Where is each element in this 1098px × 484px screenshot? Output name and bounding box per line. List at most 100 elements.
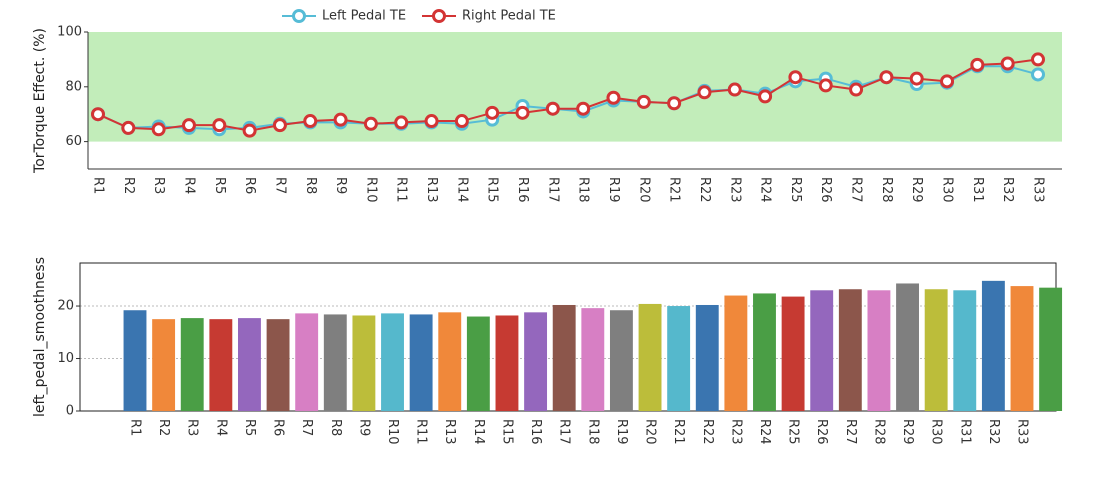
x-tick-label: R14 <box>454 177 469 203</box>
x-tick-label: R10 <box>363 177 378 203</box>
bar <box>753 293 776 411</box>
x-tick-label: R17 <box>557 419 572 445</box>
x-tick-label: R30 <box>929 419 944 445</box>
bar <box>953 290 977 411</box>
x-tick-label: R11 <box>414 419 429 445</box>
x-tick-label: R6 <box>271 419 286 436</box>
x-tick-label: R31 <box>957 419 972 445</box>
x-tick-label: R9 <box>356 419 371 436</box>
x-tick-label: R23 <box>728 419 743 445</box>
bar <box>524 312 548 411</box>
x-tick-label: R22 <box>697 177 712 203</box>
y-tick-label: 100 <box>57 25 82 40</box>
marker <box>727 82 742 97</box>
bar <box>1010 286 1034 411</box>
x-tick-label: R23 <box>727 177 742 203</box>
marker <box>849 82 864 97</box>
bar <box>552 304 576 411</box>
marker <box>272 118 287 133</box>
x-tick-label: R7 <box>299 419 314 436</box>
x-tick-label: R5 <box>242 419 257 436</box>
bar <box>238 318 261 411</box>
bar <box>810 290 834 411</box>
marker <box>576 101 591 116</box>
marker <box>181 118 196 133</box>
x-tick-label: R15 <box>485 177 500 203</box>
bar <box>667 306 691 411</box>
x-tick-label: R17 <box>545 177 560 203</box>
marker <box>545 101 560 116</box>
marker <box>1000 56 1015 71</box>
x-tick-label: R3 <box>151 177 166 194</box>
bar <box>638 303 662 411</box>
x-tick-label: R4 <box>213 419 228 436</box>
bar <box>123 310 147 411</box>
x-tick-label: R7 <box>272 177 287 194</box>
x-tick-label: R19 <box>606 177 621 203</box>
marker <box>940 74 955 89</box>
x-tick-label: R13 <box>442 419 457 445</box>
x-tick-label: R9 <box>333 177 348 194</box>
bar <box>381 313 404 411</box>
y-axis-label: left_pedal_smoothness <box>32 257 48 417</box>
bar <box>695 304 719 411</box>
x-tick-label: R30 <box>940 177 955 203</box>
marker <box>515 105 530 120</box>
x-tick-label: R19 <box>614 419 629 445</box>
x-tick-label: R2 <box>156 419 171 436</box>
bar <box>724 295 748 411</box>
x-tick-label: R10 <box>385 419 400 445</box>
marker <box>363 116 378 131</box>
bar <box>495 315 519 411</box>
x-tick-label: R32 <box>1000 177 1015 203</box>
legend-marker <box>292 9 306 23</box>
x-tick-label: R2 <box>121 177 136 194</box>
x-tick-label: R32 <box>986 419 1001 445</box>
x-tick-label: R20 <box>636 177 651 203</box>
marker <box>970 57 985 72</box>
marker <box>242 123 257 138</box>
x-tick-label: R16 <box>528 419 543 445</box>
x-tick-label: R18 <box>576 177 591 203</box>
bar <box>209 319 233 411</box>
x-tick-label: R28 <box>879 177 894 203</box>
y-tick-label: 20 <box>57 299 74 314</box>
x-tick-label: R29 <box>909 177 924 203</box>
x-tick-label: R26 <box>814 419 829 445</box>
x-tick-label: R31 <box>970 177 985 203</box>
y-tick-label: 10 <box>57 351 74 366</box>
x-tick-label: R29 <box>900 419 915 445</box>
y-tick-label: 0 <box>66 404 74 419</box>
bar <box>352 315 376 411</box>
marker <box>333 112 348 127</box>
bar <box>409 314 433 411</box>
bar <box>180 318 204 411</box>
x-tick-label: R24 <box>758 177 773 203</box>
x-tick-label: R20 <box>643 419 658 445</box>
marker <box>879 70 894 85</box>
x-tick-label: R4 <box>181 177 196 194</box>
x-tick-label: R33 <box>1015 419 1030 445</box>
marker <box>1031 52 1045 67</box>
x-tick-label: R5 <box>212 177 227 194</box>
marker <box>121 120 136 135</box>
bar <box>781 296 805 411</box>
marker <box>758 89 773 104</box>
y-tick-label: 60 <box>65 134 82 149</box>
marker <box>454 114 469 129</box>
bar <box>609 310 633 411</box>
x-tick-label: R3 <box>185 419 200 436</box>
bar <box>981 280 1005 411</box>
bar <box>896 283 919 411</box>
marker <box>394 115 409 130</box>
bar <box>266 319 290 411</box>
x-tick-label: R21 <box>667 177 682 203</box>
marker <box>636 94 651 109</box>
marker <box>788 70 803 85</box>
bar <box>466 316 490 411</box>
x-tick-label: R33 <box>1031 177 1046 203</box>
marker <box>1031 67 1045 82</box>
bar <box>924 289 948 411</box>
marker <box>424 114 439 129</box>
